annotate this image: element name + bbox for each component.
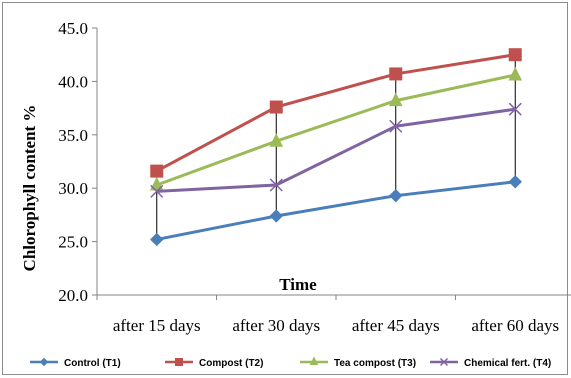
x-axis-title: Time bbox=[279, 275, 317, 294]
y-tick-label: 30.0 bbox=[58, 179, 88, 198]
data-point-s1 bbox=[269, 209, 283, 223]
y-tick-label: 40.0 bbox=[58, 72, 88, 91]
data-point-s4 bbox=[389, 119, 403, 133]
legend-label: Tea compost (T3) bbox=[334, 358, 416, 369]
x-tick-label: after 15 days bbox=[113, 316, 201, 335]
y-tick-label: 45.0 bbox=[58, 19, 88, 38]
data-point-s2 bbox=[150, 164, 164, 178]
series-line-4 bbox=[156, 107, 516, 193]
y-tick-label: 20.0 bbox=[58, 286, 88, 305]
series-line-1 bbox=[156, 180, 516, 241]
legend-label: Control (T1) bbox=[64, 358, 121, 369]
legend-label: Compost (T2) bbox=[199, 358, 263, 369]
legend-marker bbox=[39, 357, 49, 367]
legend-marker bbox=[175, 358, 183, 366]
series-line-2 bbox=[156, 53, 516, 173]
series-line-3 bbox=[156, 73, 516, 187]
x-tick-label: after 60 days bbox=[471, 316, 559, 335]
legend-marker bbox=[439, 357, 449, 367]
data-point-s3 bbox=[269, 133, 284, 147]
data-point-s1 bbox=[389, 188, 403, 203]
data-point-s2 bbox=[508, 48, 522, 62]
data-point-s1 bbox=[508, 175, 522, 189]
legend-marker bbox=[309, 356, 319, 365]
data-point-s4 bbox=[269, 178, 283, 192]
legend-label: Chemical fert. (T4) bbox=[464, 358, 551, 369]
y-axis-title: Chlorophyll content % bbox=[20, 105, 39, 272]
y-tick-label: 35.0 bbox=[58, 126, 88, 145]
data-point-s3 bbox=[388, 92, 403, 107]
data-point-s3 bbox=[508, 66, 523, 81]
data-point-s2 bbox=[389, 67, 403, 81]
plot-area: 20.0 25.0 30.0 35.0 40.0 45.0 after 15 days aft… bbox=[58, 19, 571, 335]
x-tick-label: after 30 days bbox=[232, 316, 320, 335]
y-tick-label: 25.0 bbox=[58, 233, 88, 252]
data-point-s4 bbox=[508, 102, 522, 116]
x-tick-label: after 45 days bbox=[352, 316, 440, 335]
data-point-s1 bbox=[150, 232, 164, 247]
legend: Control (T1) Compost (T2) Tea compost (T3)… bbox=[30, 356, 551, 369]
data-point-s4 bbox=[150, 184, 164, 198]
data-point-s2 bbox=[269, 100, 283, 114]
